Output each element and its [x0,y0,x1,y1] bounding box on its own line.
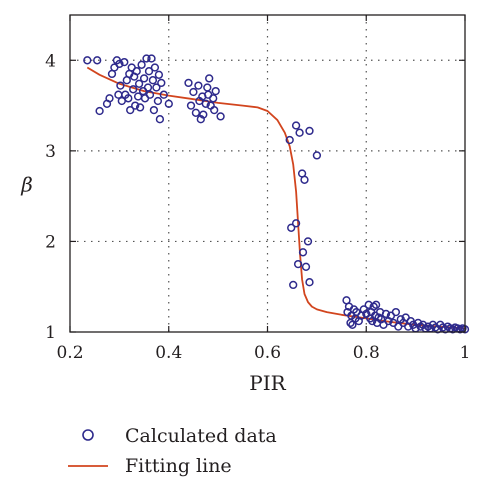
data-point [359,305,368,314]
data-point [348,320,357,329]
data-point [147,54,156,63]
data-point [131,101,140,110]
y-tick-label: 4 [45,51,56,71]
data-point [159,90,168,99]
data-point [391,307,401,317]
legend-label-fitting-line: Fitting line [125,455,232,477]
data-point [312,151,322,160]
data-point [209,94,218,103]
data-point [210,105,219,115]
data-point [305,126,314,136]
data-point [285,135,294,145]
legend-label-calculated-data: Calculated data [125,425,277,447]
data-point [83,56,92,65]
data-point [216,112,225,121]
data-point [164,99,173,108]
data-point [291,219,301,228]
data-point [132,67,141,76]
x-tick-label: 1 [460,343,471,363]
data-point [129,85,138,94]
fitting-line-layer [86,66,466,330]
data-point [152,83,161,92]
data-point [199,110,208,119]
data-point [153,96,163,106]
data-point [300,175,309,184]
data-point [287,223,296,232]
data-point [137,60,146,69]
data-point [186,101,196,110]
x-tick-label: 0.8 [353,343,380,363]
y-tick-label: 1 [45,323,56,343]
data-points-layer [83,54,470,334]
data-point [144,67,154,76]
data-point [289,280,298,290]
plot-frame [69,14,466,333]
x-tick-label: 0.4 [155,343,182,363]
data-point [145,90,155,99]
y-axis-label: β [20,173,33,197]
x-tick-label: 0.6 [254,343,281,363]
data-point [135,103,145,112]
data-point [293,259,303,269]
data-point [381,309,391,319]
x-axis-label: PIR [249,371,286,395]
data-point [371,300,381,309]
data-point [126,105,135,115]
data-point [211,86,220,96]
data-point [203,83,212,92]
data-point [95,106,104,116]
data-point [148,76,158,85]
data-point [157,78,166,88]
data-point [150,63,160,72]
data-point [134,79,144,88]
data-point [291,121,301,130]
data-point [201,99,210,108]
data-point [149,105,159,115]
legend-marker-calculated-data [82,429,94,441]
y-tick-label: 2 [45,232,56,252]
data-point [189,87,198,97]
data-point [93,56,102,65]
data-point [120,57,129,67]
data-point [191,108,201,117]
data-point [295,128,304,137]
legend: Calculated data Fitting line [68,425,277,477]
data-point [155,115,165,124]
data-point [305,278,314,287]
data-point [205,74,214,83]
data-point [298,248,308,257]
data-point [194,81,203,90]
data-point [116,81,125,90]
data-point [154,70,164,79]
grid [70,15,465,332]
data-point [301,262,311,271]
data-point [184,78,193,88]
y-tick-label: 3 [45,142,56,162]
x-tick-label: 0.2 [56,343,83,363]
axis-ticks: 0.2 0.4 0.6 0.8 1 1 2 3 4 [45,15,470,363]
data-point [115,59,124,69]
data-point [303,237,313,246]
data-point [105,94,114,103]
fitting-line [86,66,466,330]
data-point [139,74,149,83]
data-point [124,94,133,103]
data-point [142,54,151,63]
data-point [143,83,153,92]
